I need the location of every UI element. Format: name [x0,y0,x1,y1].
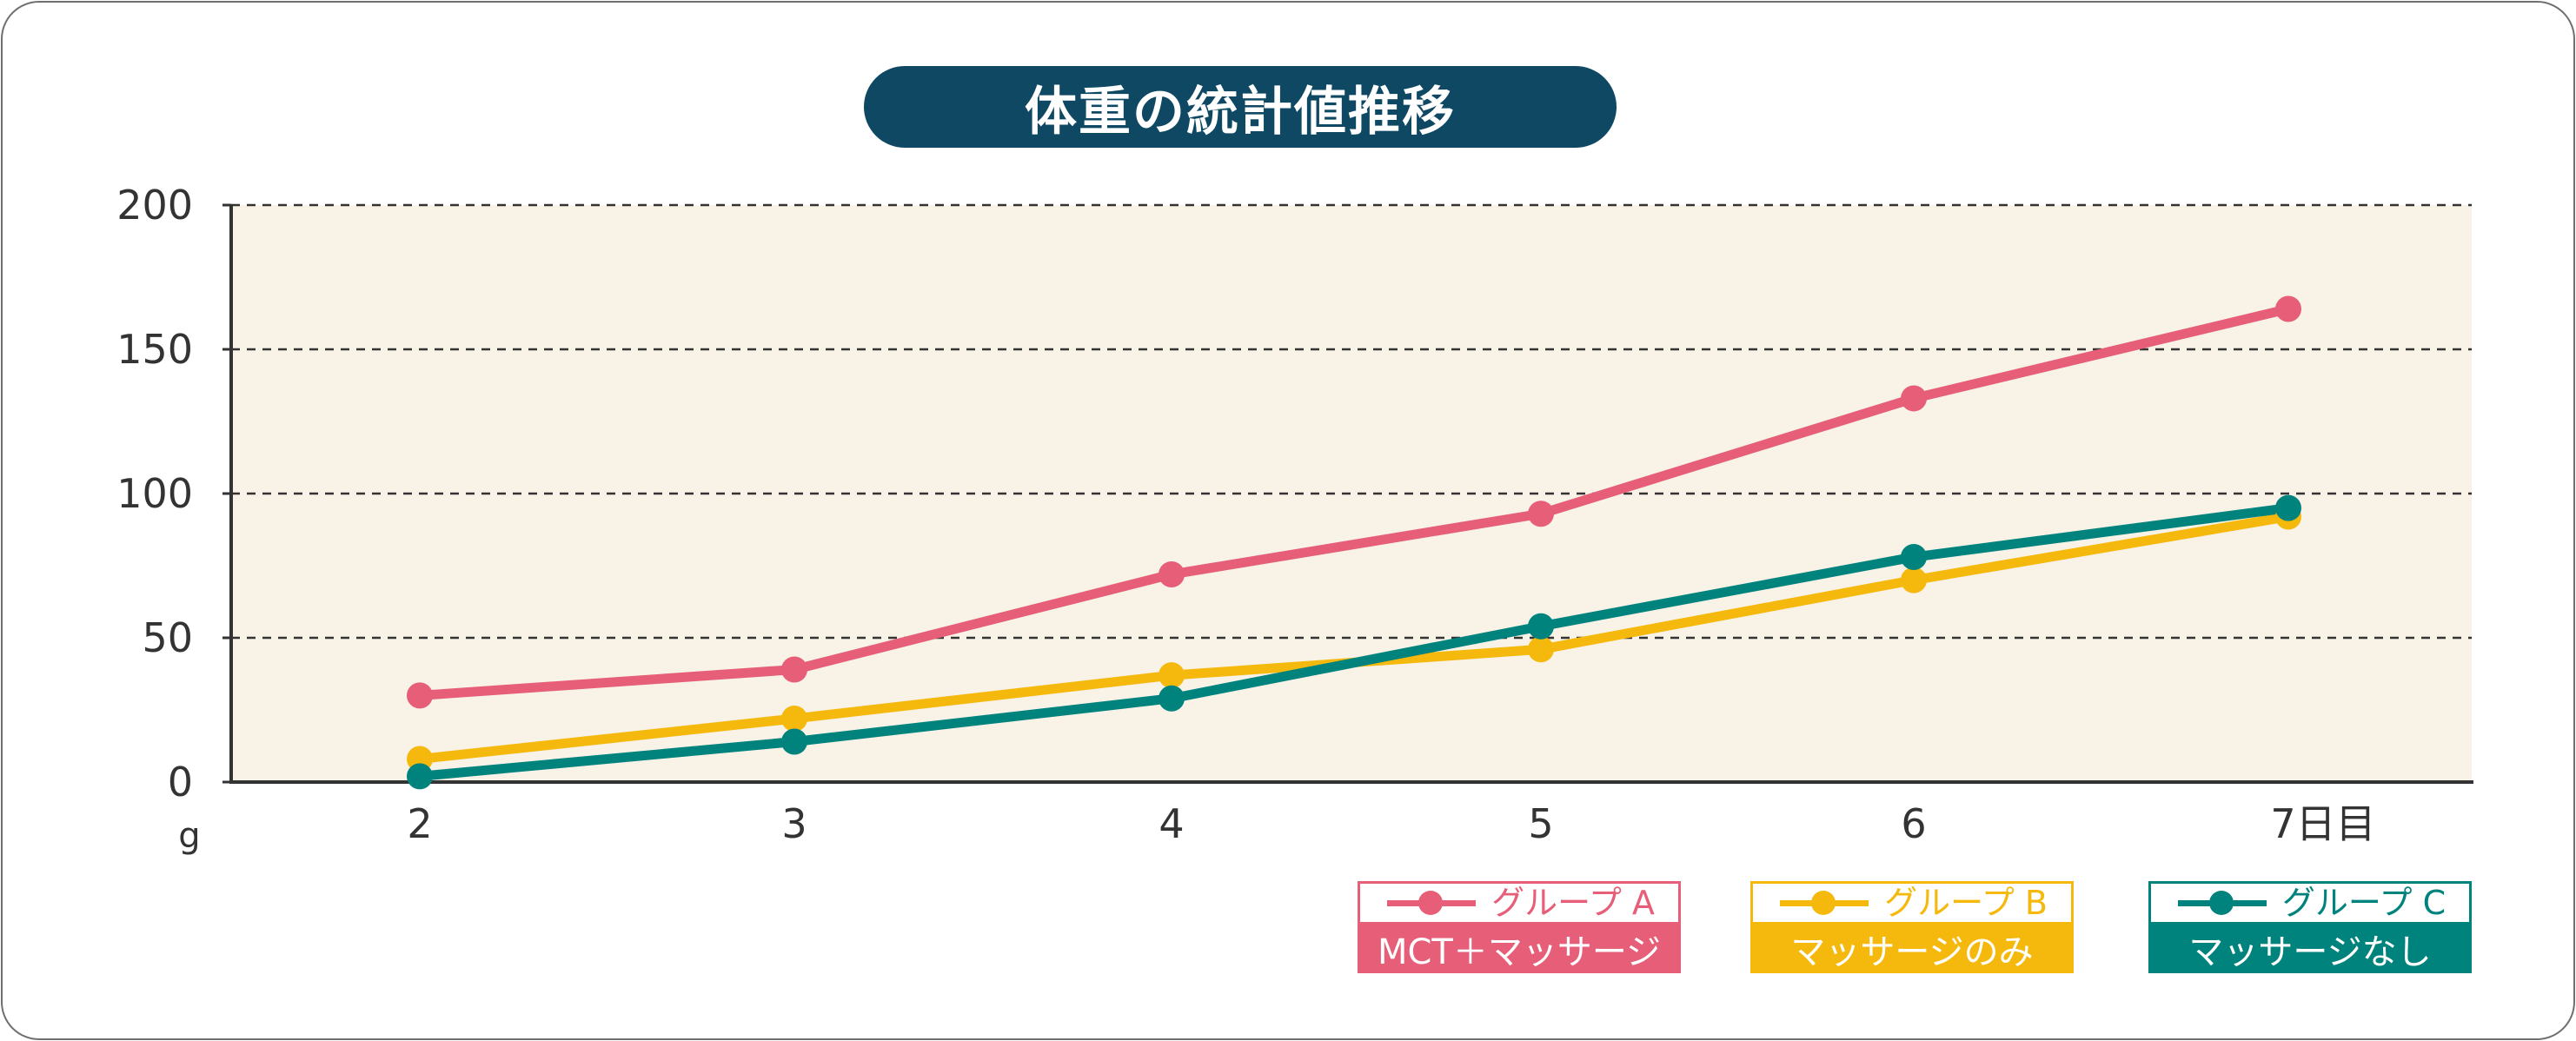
y-tick-label-0: 0 [168,759,193,806]
y-axis-unit-label: g [178,816,200,856]
legend-label-group-c: グループ C [2281,884,2447,922]
y-tick-label-50: 50 [142,614,193,661]
point-group-b-4 [1159,662,1185,689]
point-group-c-6 [1901,544,1927,571]
y-tick-label-200: 200 [116,182,193,229]
x-tick-label-4: 4 [1159,800,1184,847]
y-tick-label-150: 150 [116,326,193,373]
point-group-a-4 [1159,560,1185,587]
chart-title: 体重の統計値推移 [864,66,1617,148]
x-tick-label-2: 2 [407,800,432,847]
series-layer [407,295,2301,790]
legend-label-group-a: グループ A [1491,884,1655,922]
point-group-c-4 [1159,685,1185,712]
point-group-c-5 [1528,613,1554,640]
legend-sublabel-group-c: マッサージなし [2148,925,2472,973]
point-group-c-7 [2275,494,2301,521]
series-line-group-a [415,304,2294,700]
point-group-a-3 [781,656,807,683]
point-group-c-2 [407,763,433,790]
point-group-b-5 [1528,636,1554,663]
y-tick-label-100: 100 [116,470,193,517]
legend-label-group-b: グループ B [1884,884,2048,922]
x-tick-label-6: 6 [1901,800,1926,847]
point-group-c-3 [781,728,807,755]
point-group-b-6 [1901,567,1927,593]
legend-swatch-group-c [2174,885,2270,920]
gridlines [231,203,2472,640]
point-group-a-2 [407,682,433,709]
x-tick-labels: 2 3 4 5 6 7日目 [407,800,2375,847]
y-tick-labels: 0 50 100 150 200 [116,182,231,806]
legend-swatch-group-a [1384,885,1479,920]
legend-item-group-b: グループ B マッサージのみ [1750,881,2074,973]
legend-sublabel-group-b: マッサージのみ [1750,925,2074,973]
point-group-a-5 [1528,501,1554,527]
x-tick-label-5: 5 [1528,800,1553,847]
x-tick-label-7: 7日目 [2270,800,2375,847]
x-tick-label-3: 3 [781,800,807,847]
point-group-b-3 [781,705,807,732]
legend-item-group-a: グループ A MCT＋マッサージ [1358,881,1681,973]
point-group-a-7 [2275,295,2301,322]
series-line-group-c [415,503,2294,781]
legend-item-group-c: グループ C マッサージなし [2148,881,2472,973]
legend-swatch-group-b [1776,885,1872,920]
point-group-a-6 [1901,385,1927,412]
legend-sublabel-group-a: MCT＋マッサージ [1358,925,1681,973]
